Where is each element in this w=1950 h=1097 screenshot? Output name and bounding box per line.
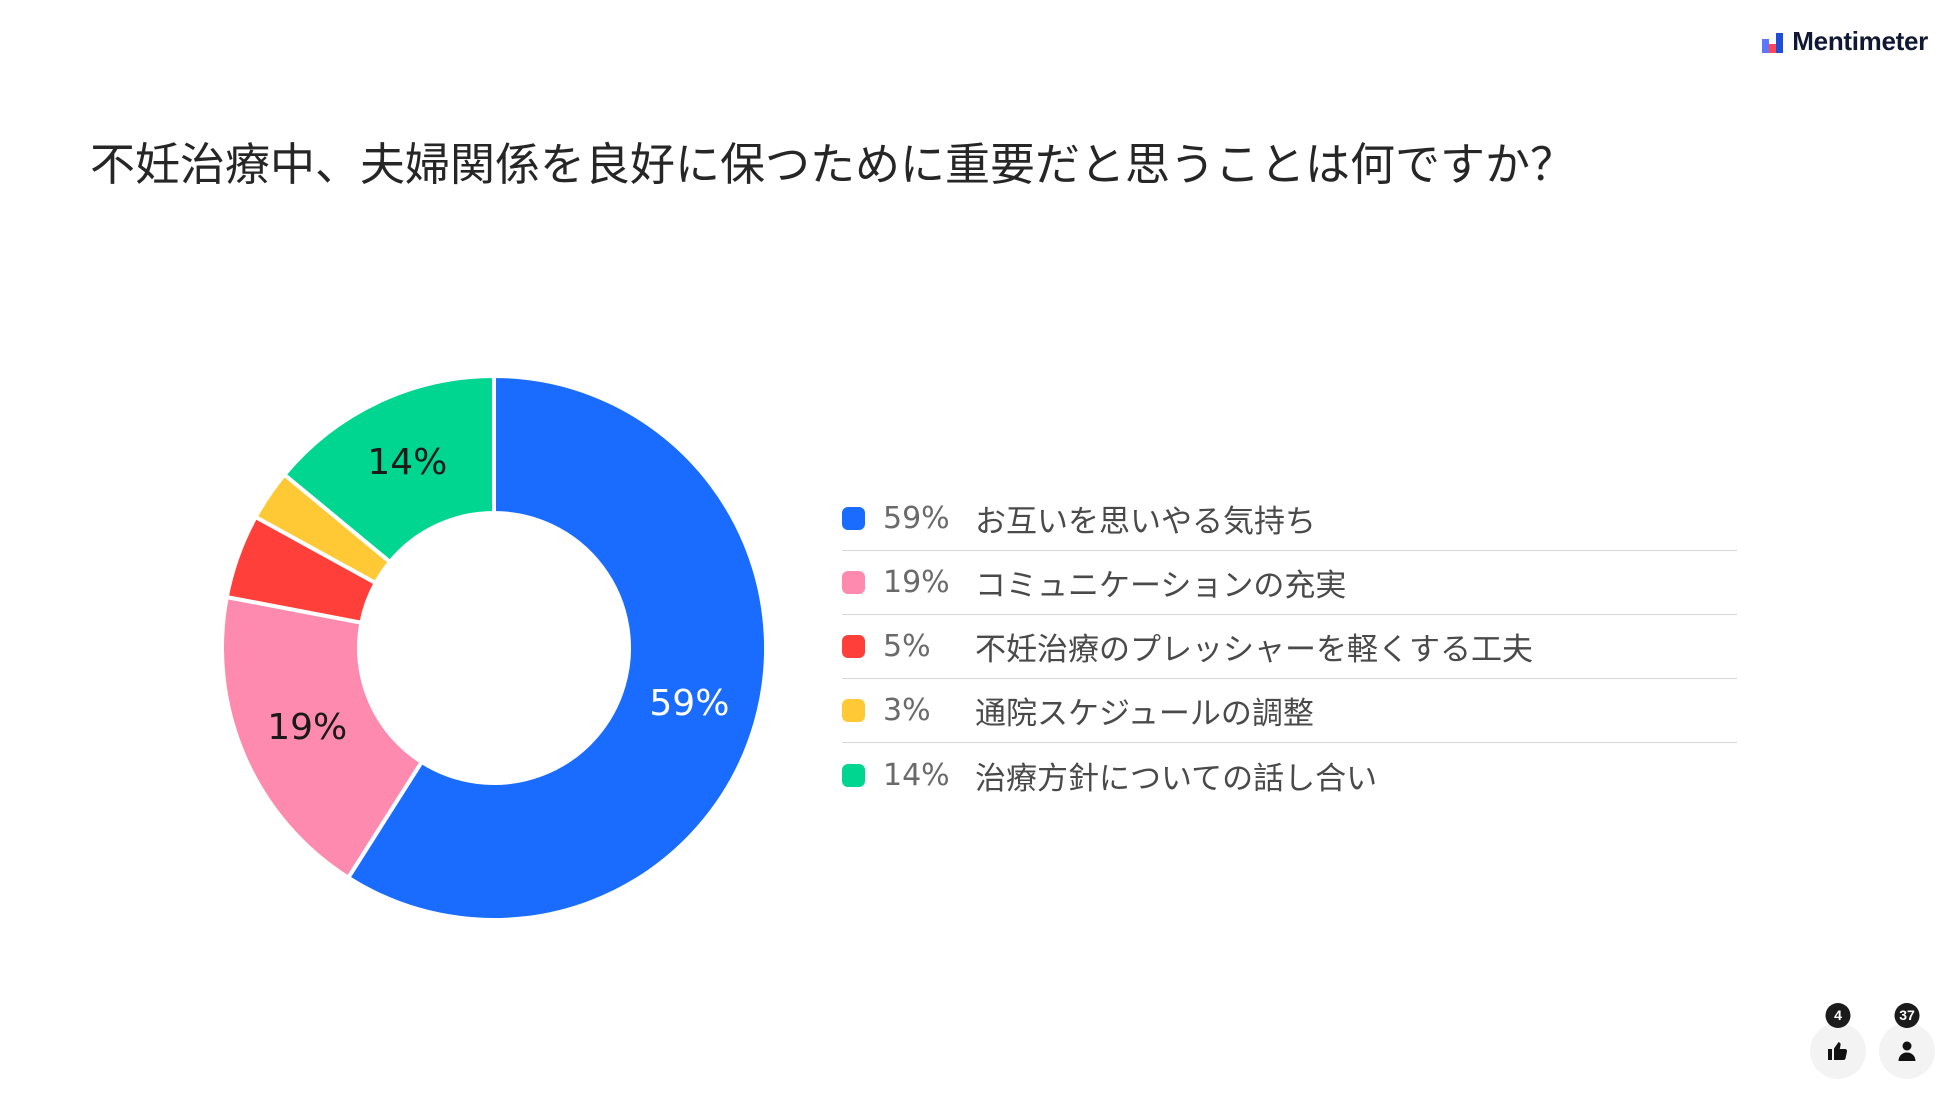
thumbs-up-icon bbox=[1828, 1042, 1848, 1060]
legend-item: 14% 治療方針についての話し合い bbox=[842, 743, 1737, 807]
participants-button[interactable]: 37 bbox=[1879, 1003, 1935, 1079]
legend-swatch bbox=[842, 763, 865, 787]
legend-label: コミュニケーションの充実 bbox=[975, 568, 1347, 604]
legend-percentage: 5% bbox=[883, 629, 931, 664]
donut-slice bbox=[220, 595, 424, 880]
legend-percentage: 14% bbox=[883, 757, 950, 793]
brand-header: Mentimeter bbox=[1762, 26, 1928, 57]
slice-value-label: 19% bbox=[267, 707, 347, 748]
legend-item: 19% コミュニケーションの充実 bbox=[842, 551, 1737, 615]
person-icon bbox=[1898, 1041, 1916, 1061]
chart-legend: 59% お互いを思いやる気持ち 19% コミュニケーションの充実 5% 不妊治療のプレッシ… bbox=[842, 487, 1737, 807]
legend-label: お互いを思いやる気持ち bbox=[975, 504, 1316, 540]
legend-label: 通院スケジュールの調整 bbox=[975, 696, 1314, 732]
legend-swatch bbox=[842, 635, 865, 658]
slice-value-label: 59% bbox=[649, 683, 729, 724]
donut-slice bbox=[282, 374, 496, 564]
legend-swatch bbox=[842, 699, 865, 722]
reactions-button[interactable]: 4 bbox=[1810, 1003, 1866, 1079]
legend-swatch bbox=[842, 507, 865, 530]
legend-item: 5% 不妊治療のプレッシャーを軽くする工夫 bbox=[842, 615, 1737, 679]
brand-name: Mentimeter bbox=[1792, 26, 1928, 56]
question-title: 不妊治療中、夫婦関係を良好に保つために重要だと思うことは何ですか？ bbox=[90, 138, 1576, 191]
legend-swatch bbox=[842, 571, 865, 594]
legend-percentage: 19% bbox=[883, 565, 950, 600]
reactions-count-badge: 4 bbox=[1825, 1003, 1851, 1028]
slice-value-label: 14% bbox=[367, 442, 447, 483]
legend-item: 3% 通院スケジュールの調整 bbox=[842, 679, 1737, 743]
legend-percentage: 3% bbox=[883, 693, 931, 728]
donut-slice bbox=[346, 374, 768, 922]
legend-percentage: 59% bbox=[883, 501, 950, 536]
legend-item: 59% お互いを思いやる気持ち bbox=[842, 487, 1737, 551]
participants-count-badge: 37 bbox=[1894, 1003, 1920, 1028]
mentimeter-logo-icon bbox=[1762, 32, 1784, 53]
legend-label: 不妊治療のプレッシャーを軽くする工夫 bbox=[975, 632, 1533, 668]
legend-label: 治療方針についての話し合い bbox=[975, 760, 1378, 797]
